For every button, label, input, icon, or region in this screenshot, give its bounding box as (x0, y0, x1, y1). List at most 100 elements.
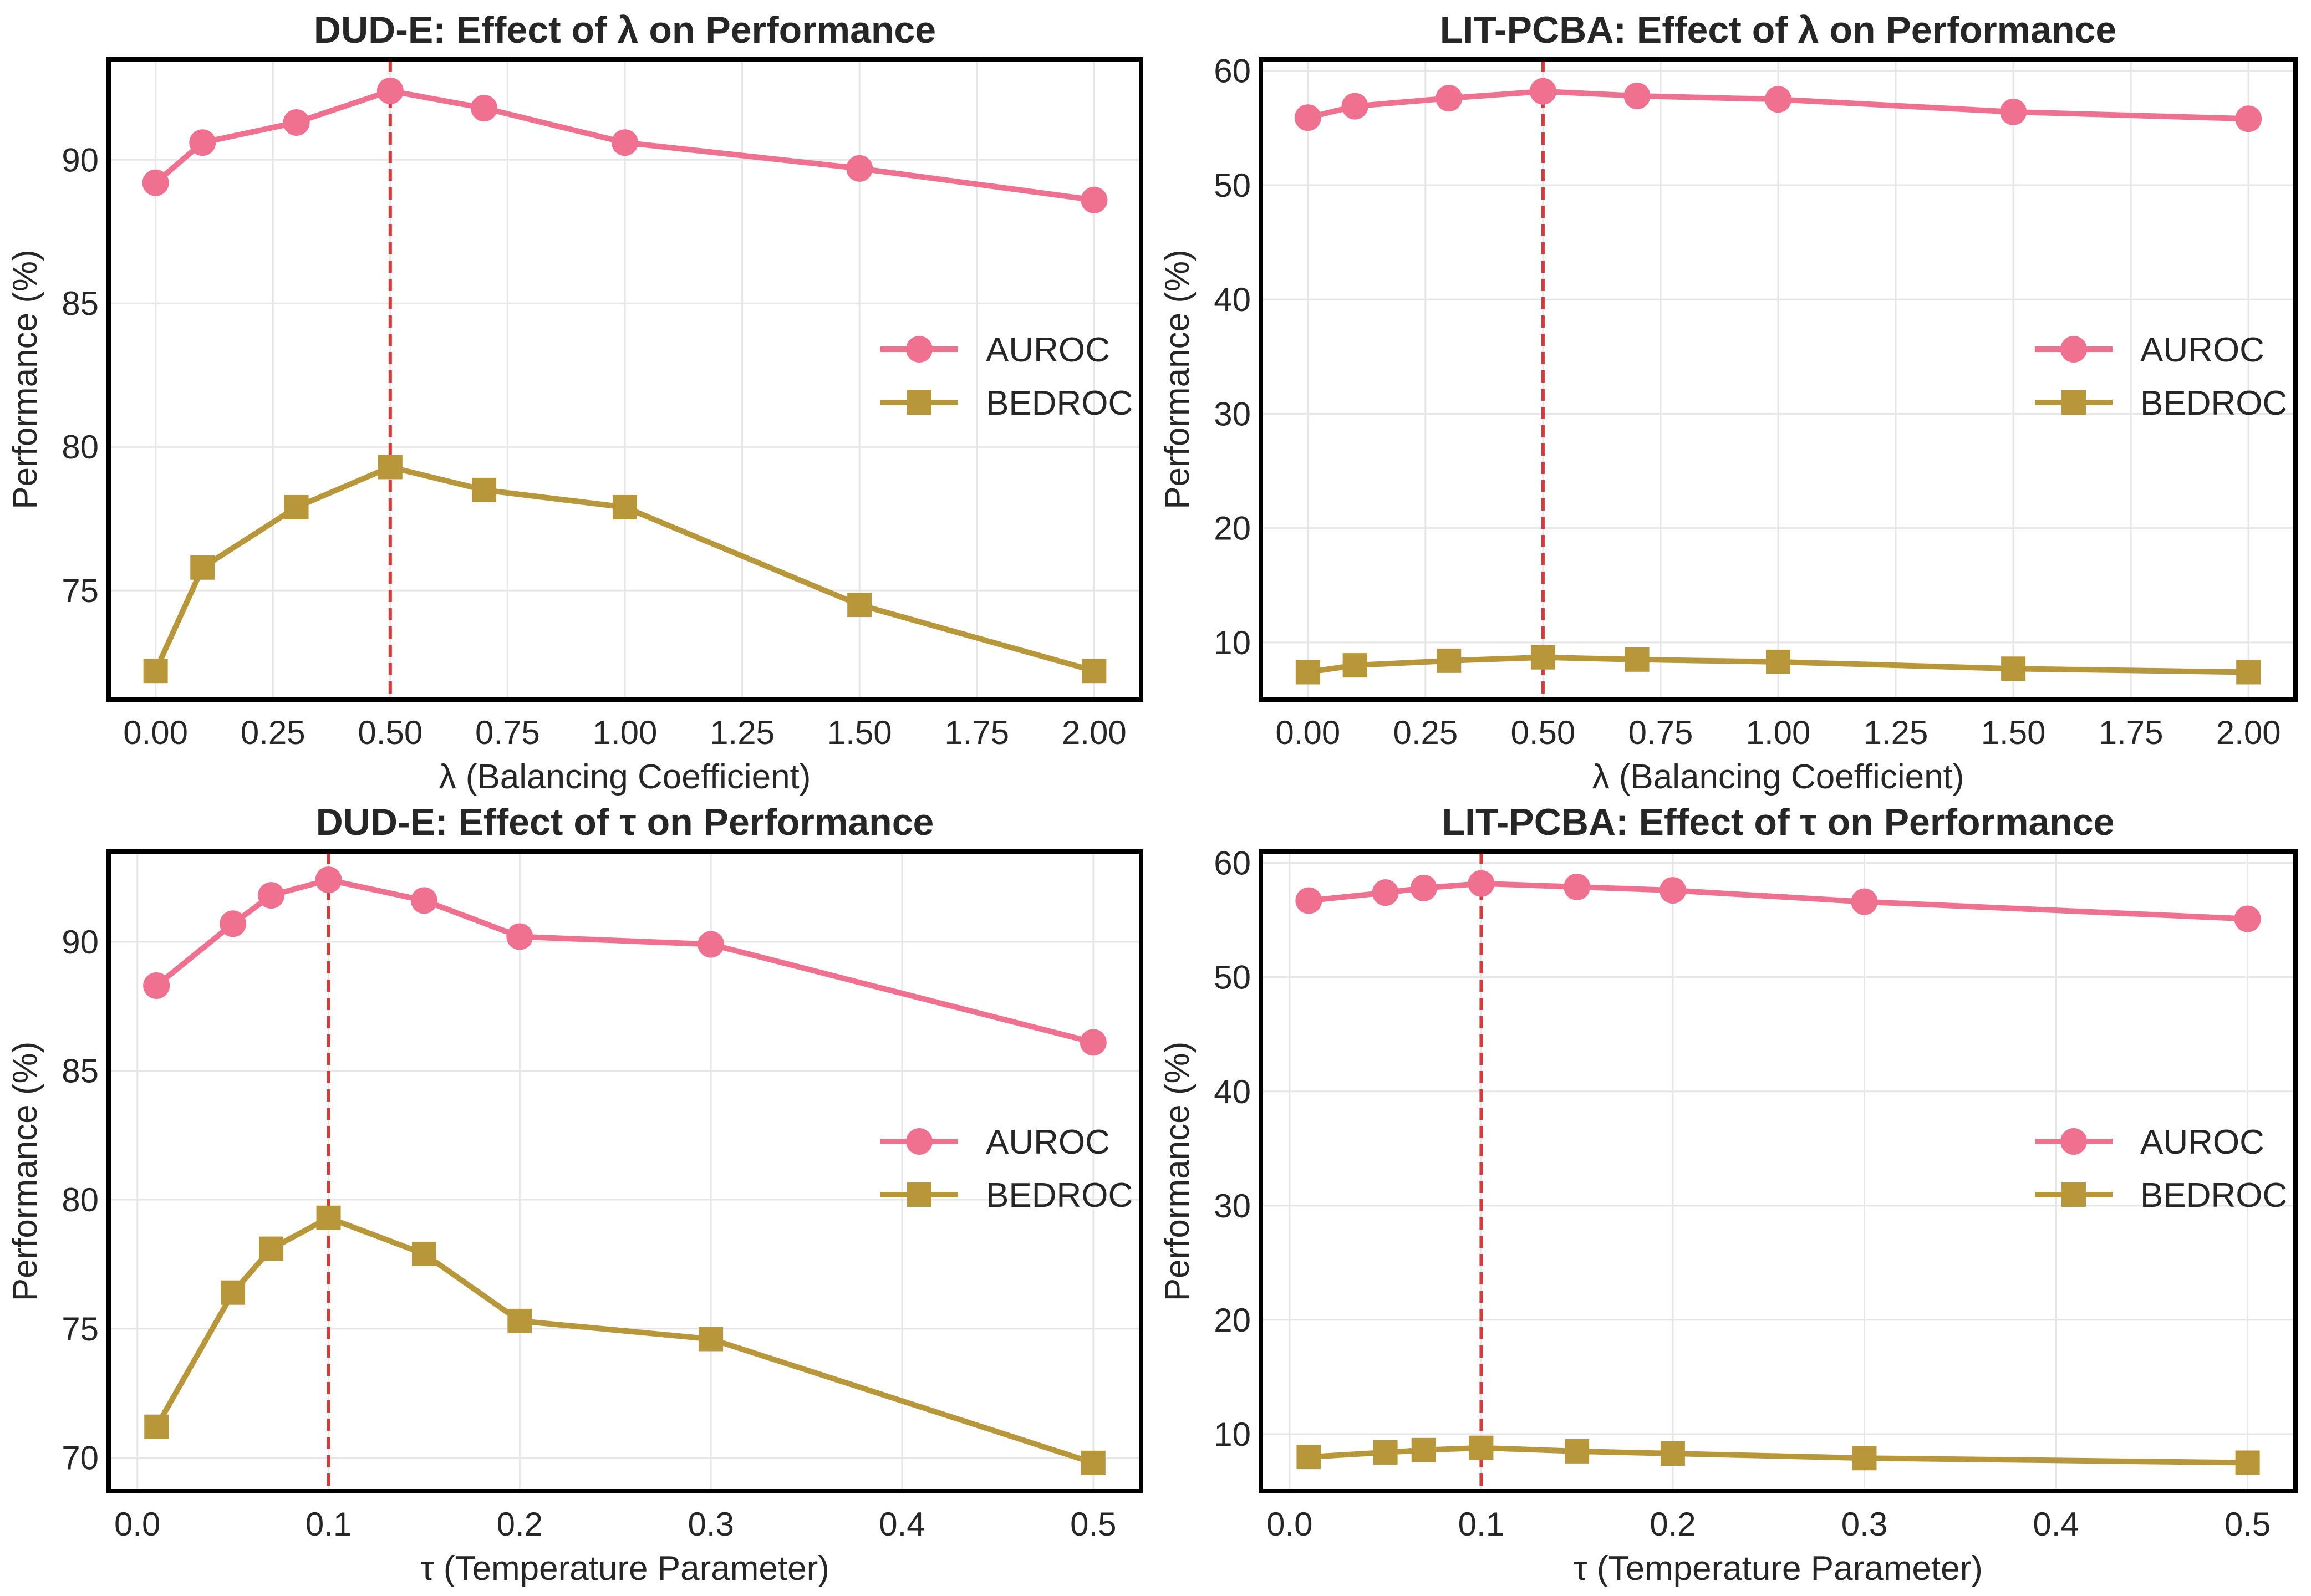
data-point-bedroc (1660, 1441, 1685, 1466)
legend-marker (2061, 390, 2086, 415)
data-point-auroc (471, 95, 498, 122)
x-tick-label: 1.00 (593, 714, 658, 751)
chart-panel-3: 0.0 0.1 0.2 0.3 0.4 0.5 70 75 80 85 90 DUD-E: Effec… (6, 801, 1143, 1588)
legend-entry-auroc: AUROC (880, 331, 1110, 369)
data-point-bedroc (1437, 648, 1462, 673)
plot-frame (1259, 849, 2298, 1493)
y-tick-label: 75 (62, 1311, 99, 1348)
legend-entry-auroc: AUROC (2035, 331, 2264, 369)
x-tick-label: 1.25 (710, 714, 775, 751)
data-point-bedroc (1530, 645, 1555, 670)
y-tick-label: 85 (62, 1053, 99, 1090)
legend-marker (907, 390, 931, 415)
legend-label: AUROC (2140, 331, 2264, 369)
y-axis-label: Performance (%) (6, 249, 44, 509)
legend-entry-auroc: AUROC (880, 1123, 1110, 1161)
x-tick-label: 0.3 (688, 1506, 734, 1543)
data-point-bedroc (847, 593, 872, 618)
series-line-auroc (155, 877, 1095, 1046)
legend-label: AUROC (2140, 1123, 2264, 1161)
chart-panel-2: 0.00 0.25 0.50 0.75 1.00 1.25 1.50 1.75 2.00 10 20… (1158, 9, 2298, 796)
data-point-auroc (258, 882, 285, 909)
data-point-bedroc (1852, 1446, 1877, 1471)
data-point-bedroc (316, 1205, 341, 1230)
data-point-bedroc (143, 659, 168, 684)
data-point-bedroc (1373, 1440, 1398, 1465)
legend-entry-auroc: AUROC (2035, 1123, 2264, 1161)
data-point-bedroc (1565, 1439, 1590, 1464)
legend-marker (906, 1128, 933, 1155)
x-tick-label: 0.3 (1841, 1506, 1887, 1543)
x-tick-label: 1.75 (2099, 714, 2164, 751)
x-axis-label: λ (Balancing Coefficient) (1592, 758, 1964, 796)
chart-title: DUD-E: Effect of λ on Performance (314, 9, 936, 51)
y-axis-label: Performance (%) (1158, 249, 1197, 509)
data-point-bedroc (1081, 1450, 1106, 1475)
series-line-bedroc (154, 1215, 1095, 1466)
legend-entry-bedroc: BEDROC (2035, 1176, 2287, 1215)
data-point-auroc (1851, 888, 1878, 915)
y-tick-label: 80 (62, 1181, 99, 1218)
x-tick-label: 0.75 (475, 714, 540, 751)
chart-panel-4: 0.0 0.1 0.2 0.3 0.4 0.5 10 20 30 40 50 60 LIT-PCBA: … (1158, 801, 2298, 1588)
x-tick-label: 0.2 (1650, 1506, 1696, 1543)
series-line-auroc (1307, 88, 2249, 122)
y-axis-label: Performance (%) (1158, 1042, 1197, 1302)
x-tick-label: 2.00 (1062, 714, 1127, 751)
x-tick-label: 1.00 (1746, 714, 1811, 751)
data-point-auroc (1410, 874, 1437, 901)
x-tick-label: 0.25 (1393, 714, 1458, 751)
data-point-auroc (1295, 887, 1322, 914)
x-tick-label: 1.75 (944, 714, 1009, 751)
y-tick-label: 10 (1214, 624, 1251, 661)
data-point-bedroc (1625, 647, 1650, 672)
data-point-auroc (1341, 93, 1368, 120)
data-point-bedroc (378, 455, 403, 480)
y-tick-label: 90 (62, 141, 99, 179)
x-tick-label: 0.5 (1070, 1506, 1116, 1543)
data-point-bedroc (1342, 653, 1367, 678)
data-point-auroc (1564, 873, 1591, 900)
series-line-bedroc (1309, 1445, 2248, 1466)
x-tick-label: 0.25 (241, 714, 306, 751)
y-tick-label: 90 (62, 924, 99, 961)
legend-label: BEDROC (2140, 1176, 2287, 1215)
chart-title: LIT-PCBA: Effect of λ on Performance (1440, 9, 2116, 51)
x-tick-label: 1.50 (827, 714, 892, 751)
data-point-auroc (698, 931, 725, 958)
data-point-auroc (846, 155, 873, 182)
data-point-auroc (220, 910, 247, 937)
data-point-bedroc (190, 555, 215, 580)
data-point-auroc (283, 109, 310, 136)
data-point-auroc (2235, 105, 2262, 132)
x-tick-label: 0.00 (1275, 714, 1340, 751)
data-point-bedroc (472, 477, 497, 502)
legend-label: BEDROC (2140, 384, 2287, 422)
x-tick-label: 0.50 (1511, 714, 1576, 751)
data-point-auroc (1372, 879, 1399, 906)
y-tick-label: 75 (62, 572, 99, 609)
data-point-bedroc (507, 1308, 532, 1333)
data-point-auroc (189, 129, 216, 156)
data-point-auroc (2000, 98, 2027, 125)
series-line-auroc (154, 88, 1095, 203)
data-point-auroc (1659, 877, 1686, 904)
data-point-auroc (1468, 870, 1495, 897)
legend-entry-bedroc: BEDROC (880, 1176, 1133, 1215)
plot-frame (106, 57, 1143, 702)
x-tick-label: 0.2 (497, 1506, 543, 1543)
y-tick-label: 70 (62, 1440, 99, 1477)
data-point-auroc (1529, 78, 1556, 105)
data-point-bedroc (1295, 660, 1320, 685)
x-tick-label: 0.4 (879, 1506, 925, 1543)
data-point-bedroc (259, 1236, 284, 1261)
chart-title: DUD-E: Effect of τ on Performance (316, 801, 934, 843)
x-tick-label: 0.0 (114, 1506, 160, 1543)
y-tick-label: 85 (62, 285, 99, 322)
series-line-bedroc (1307, 654, 2249, 675)
y-tick-label: 50 (1214, 959, 1251, 996)
y-tick-label: 20 (1214, 1302, 1251, 1339)
data-point-auroc (143, 972, 170, 999)
x-tick-label: 0.4 (2033, 1506, 2079, 1543)
